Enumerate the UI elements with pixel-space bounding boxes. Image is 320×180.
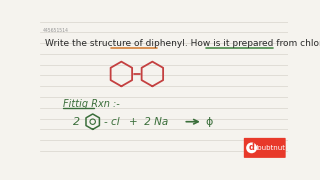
Text: d: d [249, 143, 255, 152]
Text: Write the structure of diphenyl. How is it prepared from chlorobenzene?: Write the structure of diphenyl. How is … [45, 39, 320, 48]
Text: +  2 Na: + 2 Na [129, 117, 168, 127]
Text: ϕ: ϕ [206, 117, 213, 127]
FancyBboxPatch shape [244, 138, 286, 158]
Circle shape [246, 143, 257, 153]
Text: 2: 2 [73, 117, 80, 127]
Text: doubtnut: doubtnut [253, 145, 285, 151]
Text: Fittig Rxn :-: Fittig Rxn :- [63, 99, 120, 109]
Text: - cl: - cl [104, 117, 119, 127]
Text: 445651514: 445651514 [43, 28, 69, 33]
